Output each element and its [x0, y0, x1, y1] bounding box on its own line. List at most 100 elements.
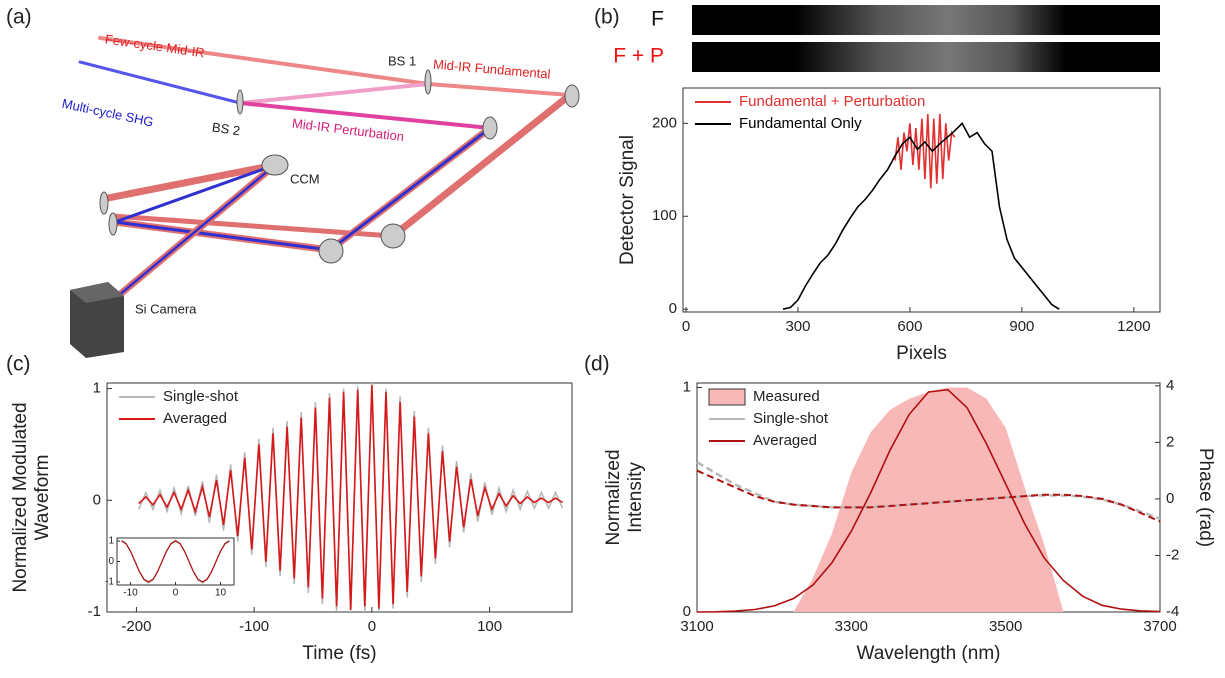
image-label: F — [651, 8, 664, 31]
y-tick-label: 200 — [652, 114, 677, 131]
y-tick-label: 0 — [108, 556, 114, 567]
x-axis-label: Time (fs) — [302, 643, 376, 664]
y-tick-label: 100 — [652, 207, 677, 224]
beam — [104, 161, 279, 202]
y-axis-label: Detector Signal — [617, 135, 638, 265]
y-tick-label: 1 — [93, 380, 101, 397]
x-tick-label: 0 — [173, 588, 179, 599]
x-tick-label: -100 — [239, 618, 269, 635]
optic-label: BS 2 — [211, 120, 241, 139]
panel-label: (d) — [584, 353, 610, 376]
camera-image — [692, 5, 1160, 35]
series-line — [696, 388, 1161, 613]
phase-line — [696, 469, 1161, 523]
series-line — [138, 382, 564, 613]
y-tick-label: 0 — [683, 603, 691, 620]
beam — [113, 220, 332, 252]
mirror — [564, 84, 580, 108]
panel-label: (a) — [6, 6, 32, 29]
mirror — [261, 154, 289, 176]
y-tick-label: 1 — [108, 536, 114, 547]
y2-tick-label: 0 — [1166, 490, 1174, 507]
beam — [238, 101, 492, 130]
y2-tick-label: -4 — [1166, 603, 1179, 620]
y-tick-label: 1 — [683, 378, 691, 395]
beam-label: Few-cycle Mid-IR — [104, 32, 206, 61]
beam — [109, 213, 396, 239]
beam — [113, 163, 277, 224]
y-tick-label: 0 — [669, 300, 677, 317]
legend-label: Fundamental Only — [739, 115, 862, 132]
x-tick-label: 100 — [477, 618, 502, 635]
mirror — [108, 212, 118, 236]
beam — [116, 163, 277, 298]
mirror — [380, 223, 406, 249]
series-line — [894, 113, 956, 189]
panel-label: (b) — [594, 6, 620, 29]
y-axis-label: Waveform — [32, 455, 53, 541]
x-tick-label: 0 — [682, 318, 690, 335]
y-axis-label: Intensity — [625, 462, 646, 533]
mirror — [99, 191, 109, 215]
x-tick-label: 3700 — [1143, 618, 1176, 635]
x-tick-label: -10 — [123, 588, 138, 599]
optic-label: Si Camera — [135, 301, 197, 316]
optic-label: BS 1 — [388, 53, 416, 68]
image-label: F + P — [613, 45, 664, 68]
y2-tick-label: -2 — [1166, 546, 1179, 563]
beam — [426, 82, 572, 97]
x-axis-label: Pixels — [896, 343, 947, 364]
optics — [99, 69, 580, 264]
x-tick-label: -200 — [121, 618, 151, 635]
legend-label: Fundamental + Perturbation — [739, 93, 925, 110]
legend-label: Measured — [753, 388, 820, 405]
series-line — [121, 540, 230, 583]
beam-label: Mid-IR Fundamental — [432, 56, 551, 81]
camera — [70, 282, 124, 358]
x-tick-label: 0 — [368, 618, 376, 635]
y-tick-label: 0 — [93, 491, 101, 508]
series-line — [782, 121, 1060, 310]
beam — [238, 82, 430, 105]
mirror — [424, 69, 432, 95]
x-axis-label: Wavelength (nm) — [857, 643, 1001, 664]
panel-label: (c) — [6, 353, 31, 376]
y-axis-label: Normalized — [603, 449, 624, 545]
x-tick-label: 10 — [215, 588, 227, 599]
series-line — [138, 385, 564, 610]
beam-label: Multi-cycle SHG — [61, 96, 155, 130]
area — [697, 387, 1160, 612]
mirror — [318, 238, 344, 264]
y2-tick-label: 4 — [1166, 377, 1174, 394]
x-tick-label: 3100 — [680, 618, 713, 635]
legend-label: Single-shot — [163, 388, 239, 405]
beam — [78, 60, 242, 105]
legend-label: Single-shot — [753, 410, 829, 427]
x-tick-label: 3300 — [835, 618, 868, 635]
legend-swatch — [708, 388, 746, 406]
camera-image — [692, 42, 1160, 72]
y2-tick-label: 2 — [1166, 433, 1174, 450]
x-tick-label: 600 — [897, 318, 922, 335]
beams — [78, 36, 574, 300]
optic-label: CCM — [290, 171, 320, 186]
y-tick-label: -1 — [105, 577, 114, 588]
x-tick-label: 3500 — [989, 618, 1022, 635]
mirror — [236, 89, 244, 115]
mirror — [482, 116, 498, 140]
beam — [98, 36, 430, 86]
camera-top — [70, 282, 124, 303]
x-tick-label: 300 — [785, 318, 810, 335]
series-line — [696, 461, 1161, 520]
beam — [328, 126, 492, 252]
legend-label: Averaged — [753, 432, 817, 449]
y-axis-label: Normalized Modulated — [10, 402, 31, 592]
x-tick-label: 900 — [1009, 318, 1034, 335]
setup-diagram: (a) — [6, 6, 580, 358]
beam — [389, 91, 574, 240]
y-tick-label: -1 — [88, 603, 101, 620]
x-tick-label: 1200 — [1117, 318, 1150, 335]
legend-label: Averaged — [163, 410, 227, 427]
y2-axis-label: Phase (rad) — [1195, 448, 1216, 547]
